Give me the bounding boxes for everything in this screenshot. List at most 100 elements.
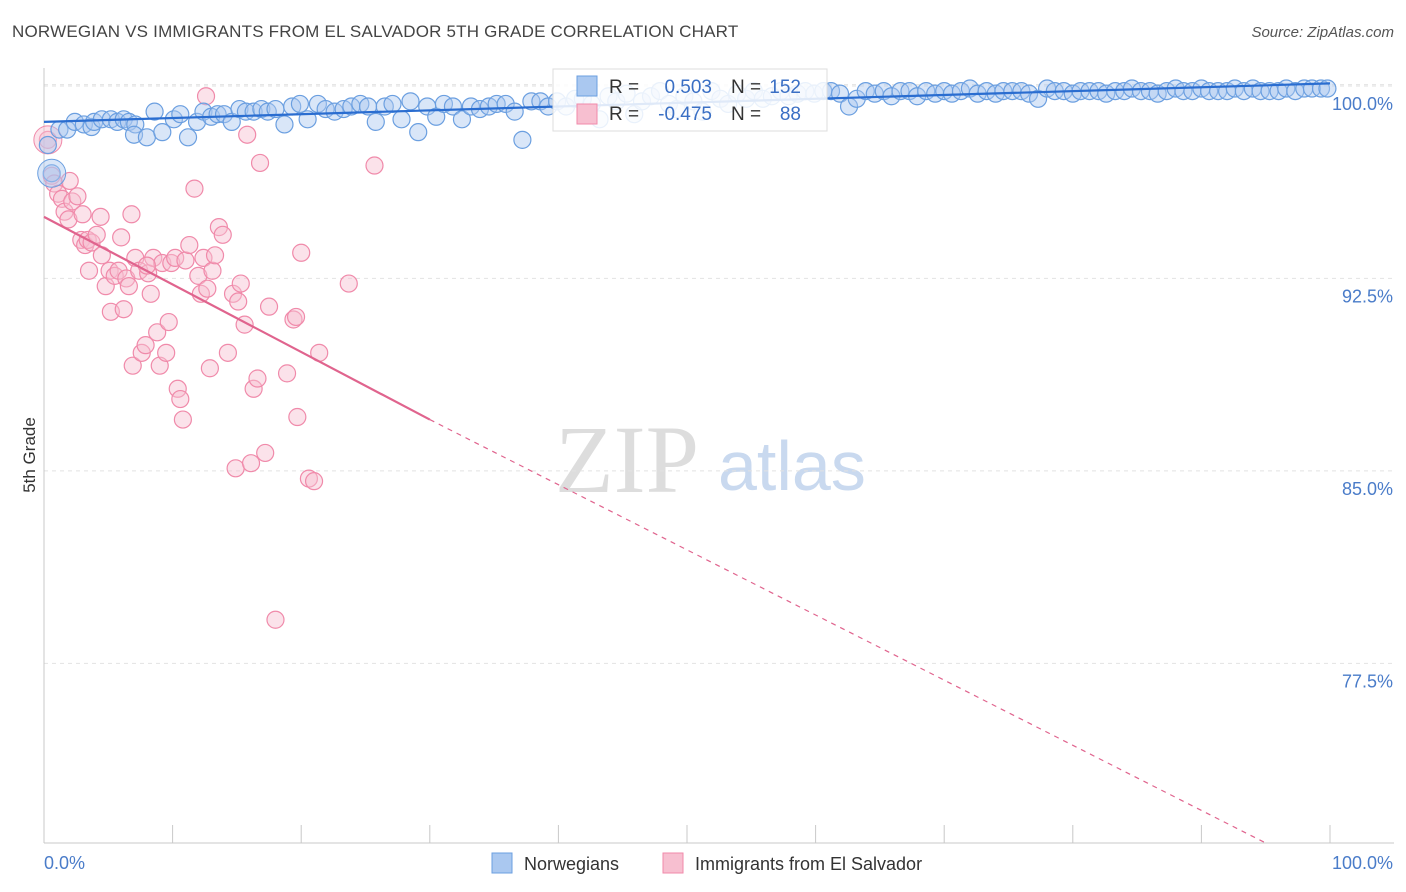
salvador-point <box>198 279 217 298</box>
axes <box>43 68 1394 844</box>
chart-title: NORWEGIAN VS IMMIGRANTS FROM EL SALVADOR… <box>12 22 739 41</box>
norwegian-point <box>208 105 227 124</box>
norwegian-point <box>153 123 172 142</box>
salvador-point <box>136 336 155 355</box>
salvador-point <box>241 454 261 473</box>
norwegian-point <box>383 94 402 114</box>
salvador-point <box>203 261 222 280</box>
stats-r-label-1: R = <box>609 77 639 98</box>
salvador-point <box>196 87 216 106</box>
x-ticks <box>43 825 1331 843</box>
norwegian-point <box>38 135 57 155</box>
salvador-point <box>277 364 297 383</box>
norwegian-point <box>366 112 385 131</box>
trendline-salvador <box>43 215 431 421</box>
norwegian-point <box>401 92 420 111</box>
norwegian-point <box>452 110 472 129</box>
trendline-salvador-extension <box>429 419 1266 844</box>
salvador-point <box>288 407 307 427</box>
salvador-point <box>79 261 99 280</box>
salvador-point <box>166 248 185 268</box>
stats-swatch-norwegians <box>576 75 598 97</box>
stats-n-label-1: N = <box>731 77 761 98</box>
salvador-point <box>87 225 106 244</box>
legend-swatch-norwegians <box>491 852 513 874</box>
norwegian-point <box>392 110 411 129</box>
salvador-point <box>141 284 160 303</box>
salvador-point <box>59 210 78 229</box>
stats-r-value-2: -0.475 <box>658 104 712 125</box>
salvador-point <box>157 343 176 362</box>
salvador-point <box>176 251 195 270</box>
salvador-point <box>292 243 311 262</box>
salvador-point <box>200 359 219 378</box>
legend-label-salvador: Immigrants from El Salvador <box>695 854 922 874</box>
salvador-point <box>244 379 263 398</box>
watermark-zip: ZIP <box>555 406 699 513</box>
salvador-point <box>123 356 142 375</box>
norwegian-point <box>513 130 532 149</box>
salvador-point <box>284 310 303 329</box>
legend-swatch-salvador <box>662 852 684 874</box>
salvador-point <box>112 228 131 247</box>
chart-source: Source: ZipAtlas.com <box>1251 24 1394 41</box>
salvador-point <box>256 443 275 463</box>
salvador-point <box>259 297 279 316</box>
salvador-point <box>229 292 248 311</box>
stats-r-label-2: R = <box>609 104 639 125</box>
salvador-point <box>171 389 190 409</box>
norwegian-point <box>171 105 190 124</box>
salvador-point <box>238 125 257 144</box>
salvador-point <box>365 156 384 175</box>
salvador-point <box>299 469 319 488</box>
salvador-point <box>38 130 57 149</box>
x-tick-label-min: 0.0% <box>44 853 85 873</box>
stats-box-frame <box>552 68 828 132</box>
norwegian-point <box>275 115 294 134</box>
y-tick-label: 100.0% <box>1332 94 1393 114</box>
norwegian-point <box>145 102 164 121</box>
salvador-point <box>180 235 199 255</box>
salvador-point <box>159 312 178 332</box>
watermark-atlas: atlas <box>718 427 866 505</box>
norwegian-point <box>137 128 156 147</box>
salvador-point <box>96 277 115 296</box>
stats-swatch-salvador <box>576 103 598 125</box>
stats-n-label-2: N = <box>731 104 761 125</box>
legend-label-norwegians: Norwegians <box>524 854 619 874</box>
salvador-point <box>114 300 133 319</box>
salvador-point <box>185 179 204 198</box>
gridlines <box>44 84 1394 664</box>
norwegian-point <box>290 94 310 114</box>
salvador-point <box>286 307 306 327</box>
y-tick-label: 85.0% <box>1342 479 1393 499</box>
x-tick-label-max: 100.0% <box>1332 853 1393 873</box>
salvador-point <box>266 610 285 629</box>
salvador-point <box>109 261 128 280</box>
salvador-point <box>91 207 110 226</box>
salvador-point <box>63 192 82 211</box>
salvador-point <box>205 246 225 265</box>
salvador-point <box>304 472 324 491</box>
salvador-point <box>68 187 87 206</box>
series-salvador-points <box>33 87 384 629</box>
norwegian-point <box>1028 89 1048 108</box>
salvador-point <box>339 274 358 293</box>
salvador-point <box>119 277 138 296</box>
y-tick-labels: 100.0% 92.5% 85.0% 77.5% <box>1332 94 1393 691</box>
salvador-point <box>148 323 167 342</box>
norwegian-point <box>42 164 61 183</box>
salvador-point <box>226 459 245 478</box>
norwegian-point <box>178 128 198 147</box>
stats-n-value-2: 88 <box>780 104 801 125</box>
norwegian-point <box>409 123 428 142</box>
salvador-point <box>73 205 92 224</box>
y-axis-title: 5th Grade <box>20 417 39 493</box>
y-tick-label: 92.5% <box>1342 286 1393 306</box>
stats-box: R = 0.503 N = 152 R = -0.475 N = 88 <box>552 68 828 132</box>
salvador-point <box>173 410 192 429</box>
stats-n-value-1: 152 <box>769 77 801 98</box>
norwegian-point <box>82 117 101 137</box>
legend: Norwegians Immigrants from El Salvador <box>491 852 922 874</box>
